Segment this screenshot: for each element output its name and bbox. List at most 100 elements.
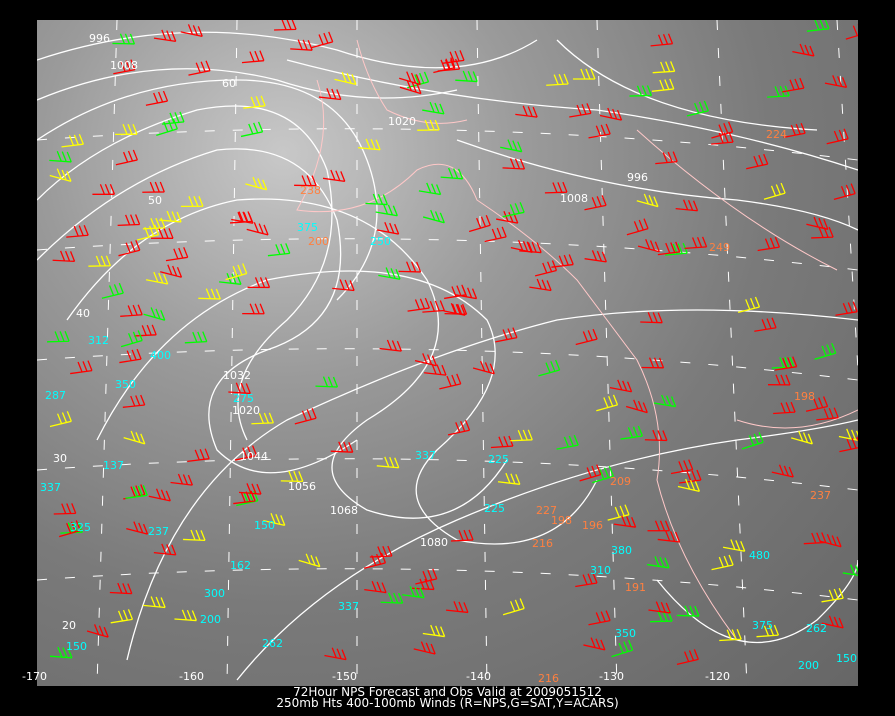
acars-wind-value: 237 [810, 489, 831, 502]
acars-wind-value: 198 [551, 514, 572, 527]
wind-barb [332, 279, 355, 292]
contour-label: 1080 [420, 536, 448, 549]
latitude-gridline [37, 458, 858, 491]
wind-barb [240, 121, 264, 138]
longitude-label: -120 [705, 670, 730, 683]
wind-barb [58, 520, 81, 538]
satellite-wind-value: 375 [752, 619, 773, 632]
wind-barb [122, 394, 146, 408]
wind-barb [61, 133, 84, 148]
contour-label: 1008 [560, 192, 588, 205]
wind-barb [294, 175, 317, 187]
wind-barb [584, 195, 607, 211]
wind-barb [117, 214, 141, 227]
satellite-wind-value: 237 [148, 525, 169, 538]
wind-barb [219, 272, 242, 285]
wind-barb [49, 411, 72, 428]
contour-label: 1056 [288, 480, 316, 493]
wind-barb [245, 176, 268, 191]
contour-label: 1020 [232, 404, 260, 417]
wind-barb [70, 360, 93, 375]
wind-barb [318, 88, 342, 101]
satellite-wind-value: 150 [66, 640, 87, 653]
latitude-label: 30 [53, 452, 67, 465]
satellite-wind-value: 312 [88, 334, 109, 347]
wind-barb [444, 303, 468, 315]
longitude-label: -170 [22, 670, 47, 683]
height-contour [656, 559, 858, 644]
wind-barb [236, 490, 259, 507]
wind-barb [437, 58, 461, 72]
wind-barb [415, 568, 438, 585]
wind-barb [821, 588, 844, 603]
wind-barb [791, 430, 813, 445]
wind-barb [637, 239, 660, 253]
latitude-gridline [37, 128, 858, 161]
wind-barb [334, 71, 357, 86]
wind-barb [290, 39, 313, 51]
wind-barb [529, 278, 552, 292]
wind-barb [180, 195, 204, 208]
wind-barb [399, 80, 422, 95]
wind-barb [647, 556, 670, 569]
wind-barb [145, 271, 169, 285]
satellite-wind-value: 200 [200, 613, 221, 626]
wind-barb [556, 434, 579, 450]
wind-barb [773, 401, 796, 415]
contour-label: 996 [89, 32, 110, 45]
wind-barb [816, 407, 839, 421]
wind-barb [148, 488, 171, 502]
wind-barb [650, 610, 673, 623]
wind-barb [156, 118, 178, 136]
wind-barb [783, 122, 806, 138]
height-contour [556, 39, 818, 131]
wind-barb [379, 339, 402, 352]
wind-barb [188, 60, 211, 76]
wind-barb [746, 153, 769, 170]
wind-barb [711, 121, 734, 139]
satellite-wind-value: 300 [204, 587, 225, 600]
wind-barb [510, 239, 533, 254]
wind-barb [579, 464, 602, 482]
wind-barb [679, 469, 702, 484]
wind-barb [49, 168, 72, 182]
wind-barb [640, 312, 663, 324]
longitude-label: -130 [599, 670, 624, 683]
satellite-wind-value: 137 [103, 459, 124, 472]
satellite-wind-value: 480 [749, 549, 770, 562]
wind-barb [439, 373, 462, 390]
wind-barb [311, 31, 334, 49]
wind-barb [814, 342, 837, 360]
acars-wind-value: 216 [532, 537, 553, 550]
wind-barb [839, 436, 858, 453]
wind-barb [294, 407, 317, 425]
wind-barb [454, 286, 478, 300]
acars-wind-value: 191 [625, 581, 646, 594]
wind-barb [835, 301, 858, 316]
wind-barb [757, 236, 780, 252]
wind-barb [413, 641, 436, 655]
wind-barb [451, 529, 474, 542]
wind-barb [502, 158, 526, 170]
wind-barb [684, 236, 708, 249]
wind-barb [174, 609, 197, 622]
wind-barb [544, 181, 568, 194]
satellite-wind-value: 337 [415, 449, 436, 462]
wind-barb [572, 68, 596, 80]
wind-barb [233, 490, 256, 505]
latitude-gridline [37, 568, 858, 601]
wind-barb [824, 75, 848, 89]
satellite-wind-value: 310 [590, 564, 611, 577]
wind-barb [411, 578, 435, 591]
satellite-wind-value: 380 [611, 544, 632, 557]
wind-barb [422, 300, 445, 313]
wind-barb [838, 428, 858, 441]
height-contour [96, 270, 598, 545]
wind-barb [686, 100, 709, 117]
wind-barb [242, 303, 265, 315]
wind-barb [440, 167, 464, 180]
wind-barb [443, 303, 466, 316]
satellite-wind-value: 350 [115, 378, 136, 391]
satellite-wind-value: 250 [370, 235, 391, 248]
wind-barb [613, 515, 637, 528]
